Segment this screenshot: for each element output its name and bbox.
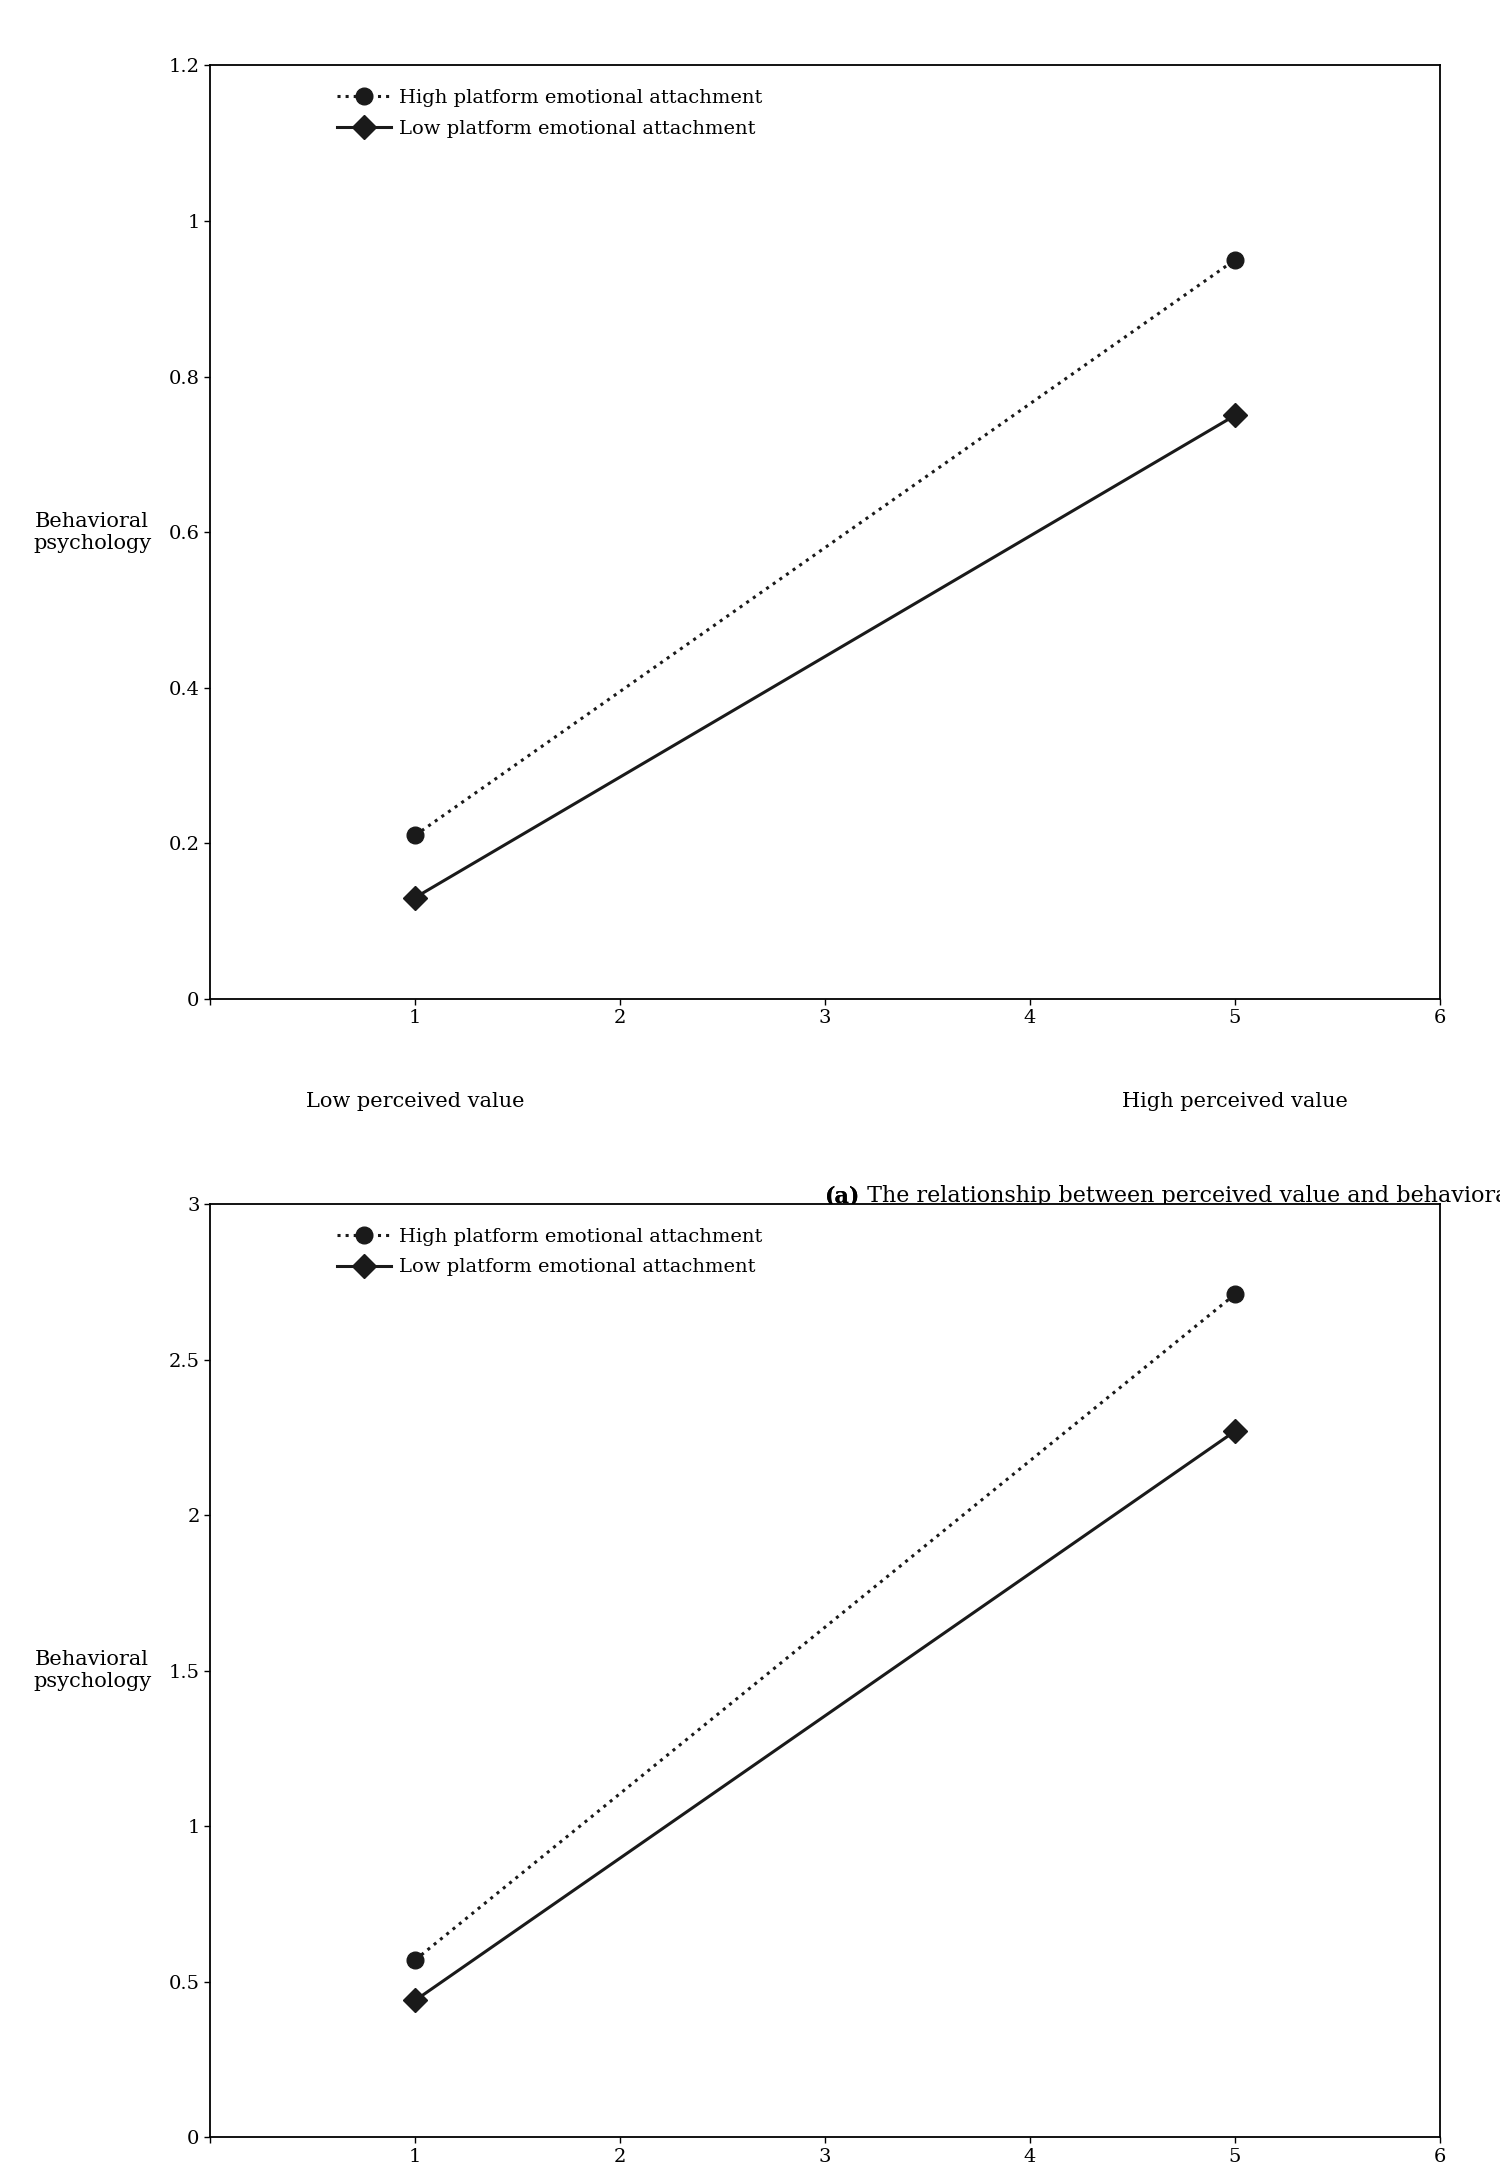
Text: (a): (a) — [825, 1186, 861, 1208]
Y-axis label: Behavioral
psychology: Behavioral psychology — [33, 1651, 152, 1690]
Text: High perceived value: High perceived value — [1122, 1093, 1348, 1110]
Text: (a) The relationship between perceived value and behavioral psychology: (a) The relationship between perceived v… — [825, 1186, 1500, 1208]
Text: (a): (a) — [825, 1186, 861, 1208]
Text: Low perceived value: Low perceived value — [306, 1093, 525, 1110]
Y-axis label: Behavioral
psychology: Behavioral psychology — [33, 513, 152, 552]
Legend: High platform emotional attachment, Low platform emotional attachment: High platform emotional attachment, Low … — [336, 89, 762, 137]
Legend: High platform emotional attachment, Low platform emotional attachment: High platform emotional attachment, Low … — [336, 1228, 762, 1276]
Text: The relationship between perceived value and behavioral psychology: The relationship between perceived value… — [861, 1186, 1500, 1208]
